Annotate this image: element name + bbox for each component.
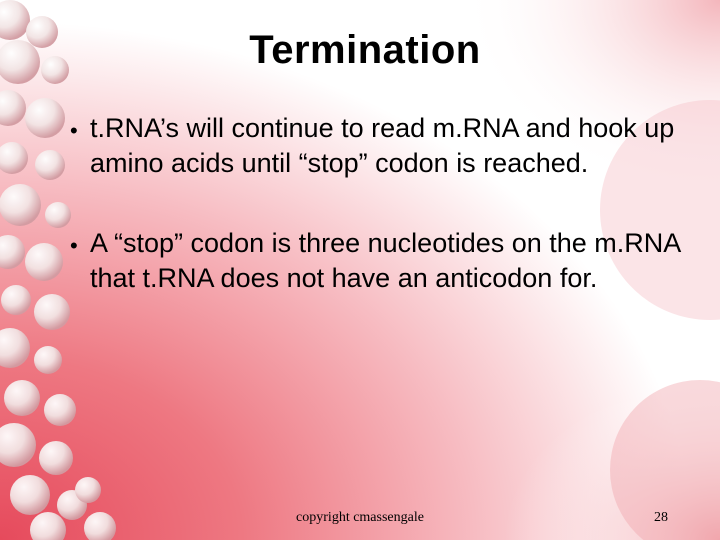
bullet-dot-icon: • (70, 240, 80, 251)
bullet-dot-icon: • (70, 125, 80, 136)
page-number: 28 (654, 510, 668, 526)
slide-title: Termination (50, 28, 680, 73)
slide-content: Termination • t.RNA’s will continue to r… (0, 0, 720, 540)
footer-credit: copyright cmassengale (296, 510, 424, 526)
bullet-list: • t.RNA’s will continue to read m.RNA an… (50, 111, 680, 295)
bullet-text: A “stop” codon is three nucleotides on t… (90, 226, 680, 295)
bullet-text: t.RNA’s will continue to read m.RNA and … (90, 111, 680, 180)
bullet-item: • A “stop” codon is three nucleotides on… (70, 226, 680, 295)
bullet-item: • t.RNA’s will continue to read m.RNA an… (70, 111, 680, 180)
